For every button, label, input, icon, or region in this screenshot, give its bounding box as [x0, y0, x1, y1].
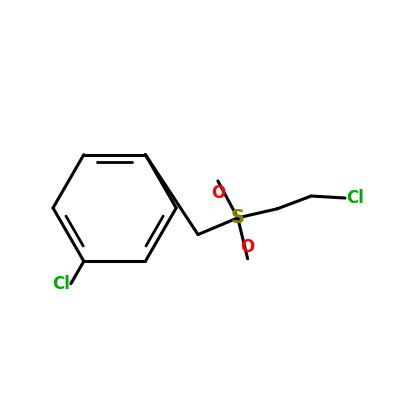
Text: Cl: Cl [346, 189, 364, 207]
Text: Cl: Cl [52, 275, 70, 293]
Text: O: O [211, 184, 225, 202]
Text: S: S [231, 208, 245, 227]
Text: O: O [240, 238, 255, 256]
